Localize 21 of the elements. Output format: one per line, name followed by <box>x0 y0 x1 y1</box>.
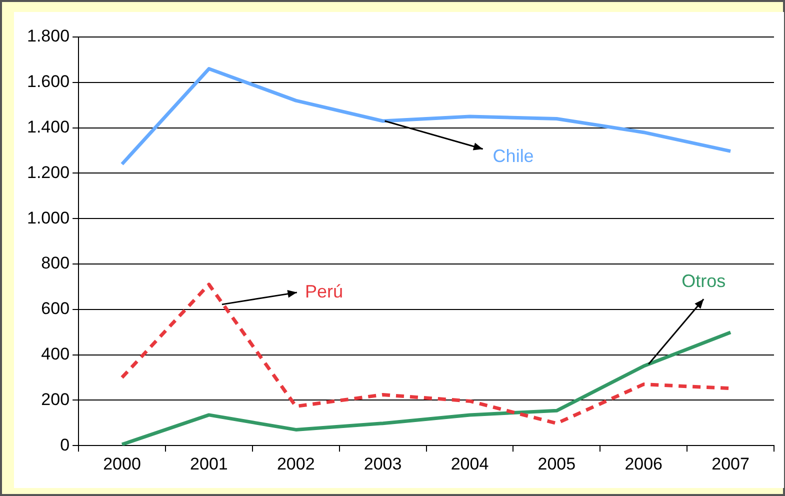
x-tick-label: 2007 <box>712 454 750 474</box>
y-tick-label: 1.000 <box>26 208 70 228</box>
series-label: Chile <box>492 146 534 166</box>
x-tick-label: 2006 <box>624 454 663 474</box>
y-tick-label: 600 <box>41 299 70 318</box>
y-tick-label: 200 <box>41 390 70 409</box>
x-tick-label: 2000 <box>103 454 141 474</box>
x-tick-label: 2001 <box>190 454 228 474</box>
y-tick-label: 1.800 <box>26 26 70 46</box>
x-tick-label: 2005 <box>538 454 576 474</box>
y-tick-label: 800 <box>41 254 70 273</box>
x-tick-label: 2003 <box>364 454 402 474</box>
y-tick-label: 400 <box>41 344 70 364</box>
y-tick-label: 1.400 <box>26 117 70 136</box>
x-tick-label: 2002 <box>276 454 315 474</box>
text: Perú <box>304 281 343 302</box>
x-tick-label: 2004 <box>450 454 489 474</box>
y-tick-label: 0 <box>60 435 70 454</box>
y-tick-label: 1.200 <box>26 162 70 182</box>
y-tick-label: 1.600 <box>26 72 70 92</box>
text: Otros <box>682 271 726 292</box>
